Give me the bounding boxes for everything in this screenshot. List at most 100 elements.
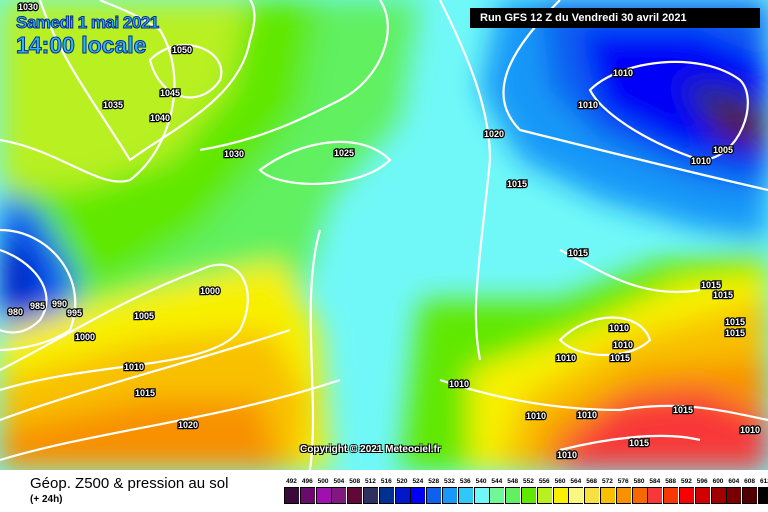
forecast-time: 14:00 locale xyxy=(15,32,147,59)
legend-value: 612 xyxy=(759,478,768,485)
isobar-label: 1010 xyxy=(577,410,597,420)
legend-swatch: 572 xyxy=(599,478,615,504)
legend-swatch: 516 xyxy=(378,478,394,504)
legend-color xyxy=(331,487,347,504)
isobar-label: 1015 xyxy=(507,179,527,189)
isobar-label: 1005 xyxy=(713,145,733,155)
legend-color xyxy=(726,487,742,504)
legend-color xyxy=(284,487,299,504)
model-run-label: Run GFS 12 Z du Vendredi 30 avril 2021 xyxy=(470,8,760,28)
legend-swatch: 576 xyxy=(615,478,631,504)
legend-value: 568 xyxy=(586,478,598,485)
legend-swatch: 580 xyxy=(631,478,647,504)
legend-color xyxy=(441,487,457,504)
legend-color xyxy=(473,487,489,504)
legend-value: 524 xyxy=(412,478,424,485)
legend-value: 548 xyxy=(507,478,519,485)
isobar-label: 1010 xyxy=(556,353,576,363)
copyright: Copyright © 2021 Meteociel.fr xyxy=(300,444,441,455)
legend-swatch: 608 xyxy=(742,478,758,504)
isobar-label: 995 xyxy=(67,308,82,318)
isobar-label: 1040 xyxy=(150,113,170,123)
isobar-label: 1015 xyxy=(568,248,588,258)
legend-value: 500 xyxy=(317,478,329,485)
isobar-label: 1005 xyxy=(134,311,154,321)
legend-value: 556 xyxy=(538,478,550,485)
legend-color xyxy=(394,487,410,504)
legend-value: 572 xyxy=(602,478,613,485)
legend-color xyxy=(710,487,726,504)
legend-swatch: 592 xyxy=(678,478,694,504)
legend-swatch: 588 xyxy=(663,478,679,504)
legend-color xyxy=(315,487,331,504)
legend-value: 512 xyxy=(365,478,376,485)
isobar-label: 1015 xyxy=(629,438,649,448)
legend-color xyxy=(615,487,631,504)
legend-color xyxy=(694,487,710,504)
isobar-label: 1035 xyxy=(103,100,123,110)
forecast-step: (+ 24h) xyxy=(30,494,63,505)
legend-color xyxy=(757,487,768,504)
footer: Géop. Z500 & pression au sol (+ 24h) 492… xyxy=(0,470,768,512)
geopotential-field: 1030 1050 1045 1035 1040 1030 1025 1020 1010 1010… xyxy=(0,0,768,470)
legend-swatch: 524 xyxy=(410,478,426,504)
legend-value: 576 xyxy=(617,478,629,485)
legend-swatch: 612 xyxy=(757,478,768,504)
legend-value: 560 xyxy=(554,478,566,485)
legend-color xyxy=(457,487,473,504)
isobar-label: 1010 xyxy=(691,156,711,166)
legend-color xyxy=(426,487,442,504)
legend-swatch: 528 xyxy=(426,478,442,504)
legend-swatch: 596 xyxy=(694,478,710,504)
isobar-label: 1010 xyxy=(526,411,546,421)
legend-value: 504 xyxy=(333,478,345,485)
isobar-label: 1010 xyxy=(557,450,577,460)
legend-value: 544 xyxy=(491,478,503,485)
isobar-label: 1000 xyxy=(200,286,220,296)
legend-color xyxy=(742,487,758,504)
legend-swatch: 544 xyxy=(489,478,505,504)
isobar-label: 1015 xyxy=(725,317,745,327)
legend-swatch: 512 xyxy=(362,478,378,504)
isobar-label: 985 xyxy=(30,301,45,311)
legend-color xyxy=(631,487,647,504)
legend-color xyxy=(568,487,584,504)
legend-swatch: 548 xyxy=(505,478,521,504)
legend-value: 608 xyxy=(744,478,756,485)
legend-color xyxy=(584,487,600,504)
weather-map: 1030 1050 1045 1035 1040 1030 1025 1020 1010 1010… xyxy=(0,0,768,470)
legend-swatch: 604 xyxy=(726,478,742,504)
isobar-label: 1030 xyxy=(224,149,244,159)
legend-swatch: 568 xyxy=(584,478,600,504)
legend-value: 564 xyxy=(570,478,582,485)
legend-value: 604 xyxy=(728,478,740,485)
isobar-label: 1015 xyxy=(701,280,721,290)
legend-swatch: 508 xyxy=(347,478,363,504)
legend-value: 552 xyxy=(523,478,534,485)
legend-value: 516 xyxy=(380,478,392,485)
forecast-date: Samedi 1 mai 2021 xyxy=(16,13,160,33)
map-title: Géop. Z500 & pression au sol xyxy=(30,475,229,492)
isobar-label: 1030 xyxy=(18,2,38,12)
legend-color xyxy=(489,487,505,504)
isobar-label: 1010 xyxy=(613,340,633,350)
isobar-label: 1000 xyxy=(75,332,95,342)
isobar-label: 1010 xyxy=(449,379,469,389)
legend-swatch: 536 xyxy=(457,478,473,504)
isobar-label: 1015 xyxy=(673,405,693,415)
legend-color xyxy=(299,487,315,504)
legend-value: 588 xyxy=(665,478,677,485)
legend-value: 520 xyxy=(396,478,408,485)
isobar-label: 1020 xyxy=(484,129,504,139)
legend-color xyxy=(362,487,378,504)
legend-value: 532 xyxy=(444,478,455,485)
legend-color xyxy=(378,487,394,504)
isobar-label: 1010 xyxy=(740,425,760,435)
isobar-label: 1020 xyxy=(178,420,198,430)
legend-swatch: 560 xyxy=(552,478,568,504)
legend-swatch: 500 xyxy=(315,478,331,504)
legend-swatch: 520 xyxy=(394,478,410,504)
legend-color xyxy=(599,487,615,504)
isobars xyxy=(0,0,768,470)
legend-swatch: 492 xyxy=(284,478,299,504)
